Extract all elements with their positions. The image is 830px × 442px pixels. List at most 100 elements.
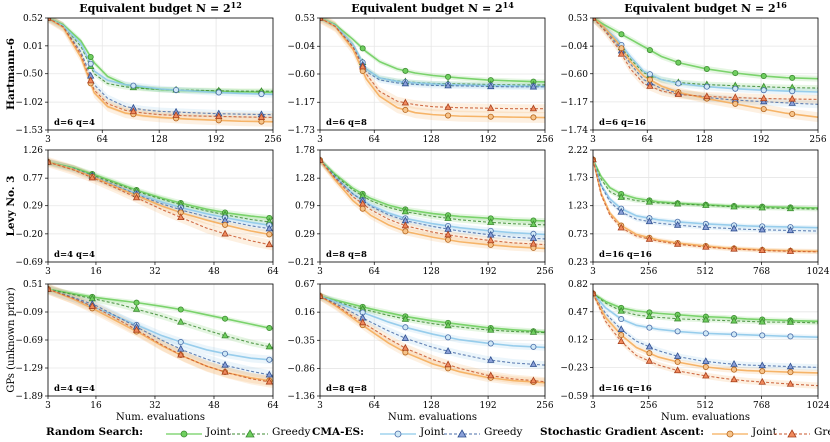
band-sga-greedy <box>320 291 545 387</box>
x-tick-label: 512 <box>697 401 714 411</box>
y-tick-label: −0.23 <box>560 363 588 373</box>
x-tick-label: 1024 <box>807 401 830 411</box>
marker-sga-greedy <box>760 94 768 102</box>
marker-sga-joint <box>760 106 767 113</box>
plot-area <box>48 156 273 251</box>
line-sga-greedy <box>593 293 818 387</box>
marker-sga-greedy <box>172 111 180 118</box>
y-tick-label: −1.36 <box>287 392 315 402</box>
x-tick-label: 192 <box>479 401 496 411</box>
marker-sga-greedy <box>593 18 597 21</box>
marker-sga-greedy <box>221 367 229 375</box>
marker-cmaes-greedy <box>487 356 495 363</box>
band-sga-greedy <box>320 18 545 114</box>
marker-cmaes-joint <box>760 87 767 94</box>
panel-r0-c0: 3 64 128 192 256 0.52 0.01 −0.50 −1.02 −1.53 d=6 q… <box>15 14 281 145</box>
marker-cmaes-greedy <box>617 325 625 333</box>
panel-annotation: d=6 q=8 <box>326 118 367 128</box>
line-sga-greedy <box>48 161 273 246</box>
legend-label-sga-greedy: Greedy <box>814 426 830 438</box>
marker-sga-greedy <box>786 379 795 387</box>
marker-sga-greedy <box>359 62 367 70</box>
marker-cmaes-joint <box>87 60 94 67</box>
marker-sga-greedy <box>401 221 410 229</box>
marker-random-greedy <box>221 331 229 339</box>
line-sga-joint <box>48 18 273 123</box>
panel-annotation: d=6 q=16 <box>599 118 646 128</box>
col-title-exponent-1: 14 <box>503 0 515 10</box>
legend-swatch-random-joint <box>166 430 202 438</box>
x-tick-label: 256 <box>640 267 657 277</box>
x-tick-label: 1024 <box>807 267 830 277</box>
marker-sga-joint <box>530 114 537 121</box>
marker-cmaes-joint <box>530 343 537 350</box>
marker-cmaes-joint <box>130 82 137 89</box>
marker-random-joint <box>703 65 710 72</box>
band-sga-greedy <box>48 18 273 122</box>
y-tick-label: −1.02 <box>15 98 43 108</box>
x-axis-label: Num. evaluations <box>116 412 205 423</box>
band-sga-joint <box>48 18 273 127</box>
marker-cmaes-joint <box>402 324 409 331</box>
marker-sga-joint <box>646 76 653 83</box>
y-tick-label: 0.53 <box>568 14 588 24</box>
x-tick-label: 512 <box>697 267 714 277</box>
x-tick-label: 64 <box>97 135 109 145</box>
marker-random-greedy <box>673 314 682 322</box>
panel-r2-c0: 3 16 32 48 64 0.51 −0.09 −0.69 −1.29 −1.89 d=4 q=4… <box>15 280 279 423</box>
y-tick-label: −1.73 <box>287 126 315 136</box>
x-tick-label: 192 <box>479 267 496 277</box>
marker-cmaes-greedy <box>645 217 654 225</box>
marker-cmaes-greedy <box>265 224 273 232</box>
y-tick-label: −0.60 <box>287 70 315 80</box>
panel-r1-c2: 3 256 512 768 1024 2.22 1.73 1.23 0.73 0.23 d=16 q… <box>568 146 830 277</box>
panel-r1-c0: 3 16 32 48 64 1.26 0.77 0.29 −0.20 −0.69 d=4 q=4 <box>15 146 279 277</box>
marker-random-joint <box>732 70 739 77</box>
line-random-joint <box>48 288 273 330</box>
marker-sga-joint <box>266 231 273 238</box>
marker-sga-greedy <box>48 157 52 165</box>
marker-cmaes-greedy <box>444 347 452 354</box>
col-title-exponent-0: 12 <box>231 0 242 10</box>
x-tick-label: 64 <box>369 401 381 411</box>
marker-cmaes-greedy <box>758 361 766 369</box>
marker-sga-greedy <box>617 49 626 57</box>
marker-sga-greedy <box>359 318 367 326</box>
marker-cmaes-greedy <box>786 362 795 370</box>
panel-r0-c2: 3 64 128 192 256 0.53 −0.04 −0.60 −1.17 −1.74 d=6 … <box>560 14 826 145</box>
x-tick-label: 3 <box>590 401 596 411</box>
line-random-greedy <box>593 293 818 324</box>
marker-sga-joint <box>445 112 452 119</box>
marker-cmaes-greedy <box>221 360 229 368</box>
band-cmaes-joint <box>48 284 273 365</box>
y-tick-label: 0.51 <box>23 280 43 290</box>
x-tick-label: 64 <box>267 267 279 277</box>
marker-sga-greedy <box>487 104 495 111</box>
x-axis-label: Num. evaluations <box>388 412 477 423</box>
col-title-1: Equivalent budget N = 214 <box>351 0 514 15</box>
marker-cmaes-greedy <box>730 224 738 232</box>
line-random-joint <box>48 161 273 220</box>
y-tick-label: 0.79 <box>295 202 315 212</box>
x-tick-label: 256 <box>536 401 553 411</box>
y-tick-label: −0.60 <box>560 70 588 80</box>
x-tick-label: 32 <box>149 401 160 411</box>
line-cmaes-greedy <box>48 18 273 116</box>
col-title-exponent-2: 16 <box>776 0 788 10</box>
marker-sga-joint <box>402 228 409 235</box>
marker-sga-greedy <box>88 173 96 181</box>
y-tick-label: −0.50 <box>15 70 43 80</box>
y-tick-label: 0.77 <box>23 174 43 184</box>
marker-sga-greedy <box>359 199 367 207</box>
plot-area <box>320 18 545 124</box>
y-tick-label: −0.59 <box>560 392 588 402</box>
band-cmaes-greedy <box>320 292 545 369</box>
marker-sga-greedy <box>529 376 538 384</box>
panel-annotation: d=6 q=4 <box>54 118 95 128</box>
band-random-joint <box>593 18 818 82</box>
marker-random-greedy <box>702 201 710 208</box>
marker-random-greedy <box>444 321 452 329</box>
legend-label-cmaes-joint: Joint <box>420 426 445 438</box>
y-tick-label: −0.35 <box>287 336 315 346</box>
marker-sga-greedy <box>645 356 654 364</box>
